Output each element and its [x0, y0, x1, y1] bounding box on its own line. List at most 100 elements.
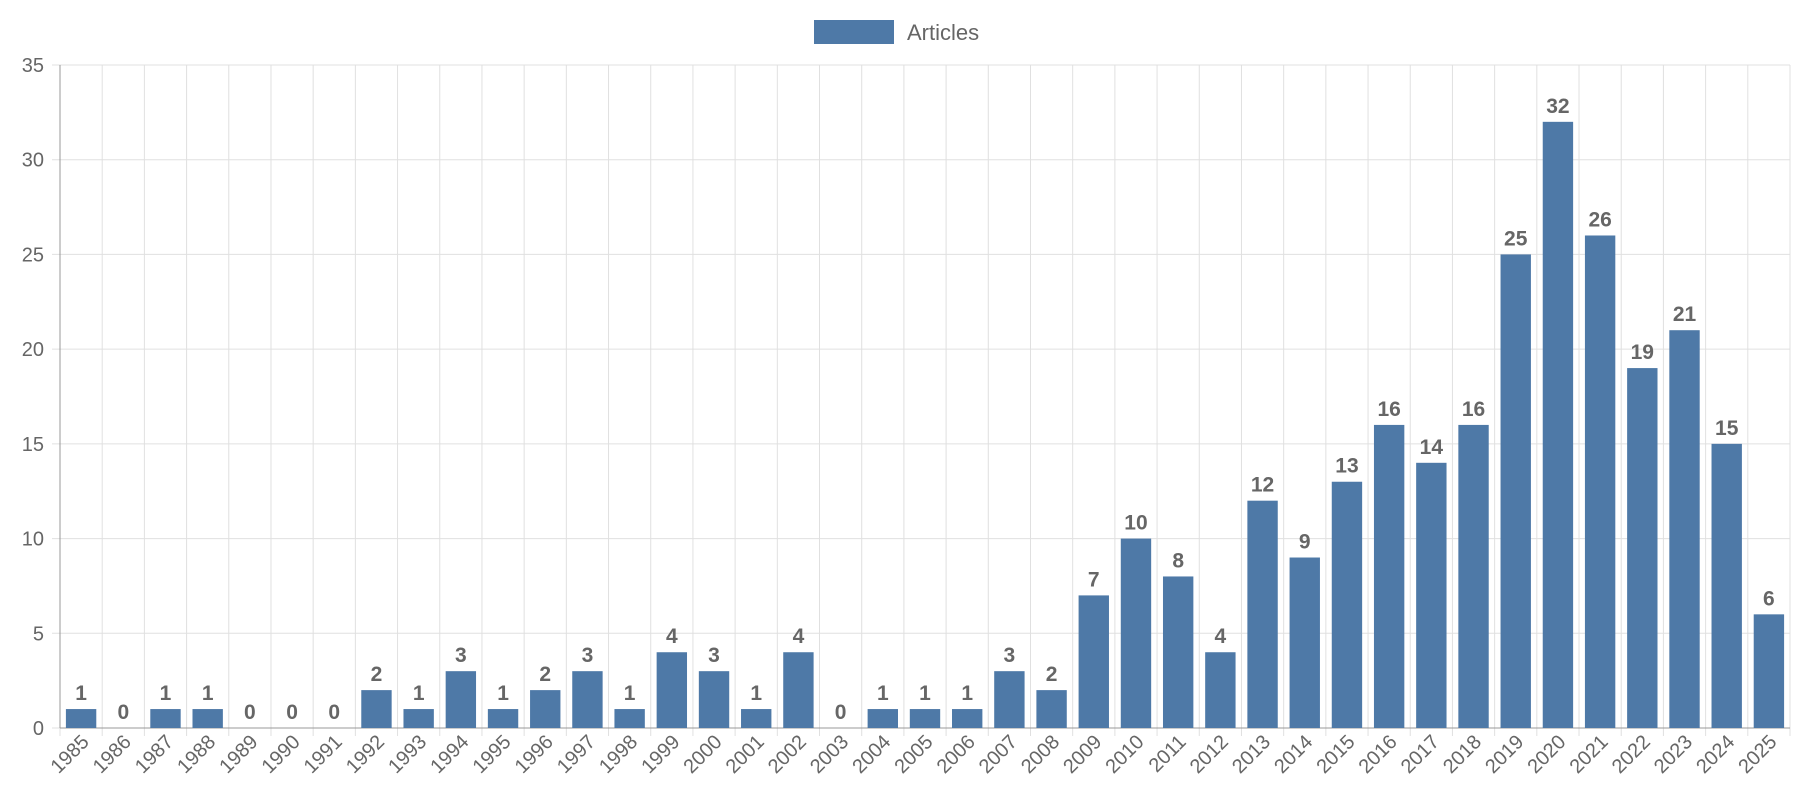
data-label-1997: 3 — [582, 644, 594, 667]
bar-2015[interactable] — [1331, 481, 1363, 728]
x-tick-label-1999: 1999 — [637, 731, 684, 778]
data-label-2007: 3 — [1004, 644, 1016, 667]
bar-1988[interactable] — [192, 709, 223, 728]
data-label-2009: 7 — [1088, 568, 1100, 591]
x-tick-label-2022: 2022 — [1608, 731, 1655, 778]
legend-label-articles: Articles — [907, 20, 979, 45]
bar-2016[interactable] — [1373, 424, 1405, 728]
bar-2004[interactable] — [867, 709, 898, 728]
x-tick-label-2018: 2018 — [1439, 731, 1486, 778]
y-tick-label: 25 — [22, 244, 44, 266]
data-label-2022: 19 — [1631, 341, 1654, 364]
data-label-1986: 0 — [117, 701, 129, 724]
bar-1993[interactable] — [403, 709, 434, 728]
bar-1998[interactable] — [614, 709, 645, 728]
x-tick-label-2001: 2001 — [722, 731, 769, 778]
x-tick-label-2020: 2020 — [1523, 731, 1570, 778]
data-label-2001: 1 — [750, 682, 762, 705]
data-label-2019: 25 — [1504, 227, 1528, 250]
bar-2012[interactable] — [1205, 652, 1236, 728]
bar-1985[interactable] — [65, 709, 97, 728]
bar-2009[interactable] — [1078, 595, 1109, 728]
bar-2023[interactable] — [1669, 330, 1700, 728]
bar-2019[interactable] — [1500, 254, 1531, 728]
bar-2025[interactable] — [1753, 614, 1785, 728]
x-tick-label-2024: 2024 — [1692, 731, 1739, 778]
data-label-2014: 9 — [1299, 531, 1311, 554]
data-label-1991: 0 — [328, 701, 340, 724]
bar-1996[interactable] — [530, 690, 561, 728]
x-tick-label-2019: 2019 — [1481, 731, 1528, 778]
data-label-1988: 1 — [202, 682, 214, 705]
x-tick-label-1996: 1996 — [511, 731, 558, 778]
data-label-2013: 12 — [1251, 474, 1274, 497]
data-label-2021: 26 — [1588, 208, 1611, 231]
bar-2011[interactable] — [1162, 576, 1194, 728]
bar-1995[interactable] — [487, 709, 519, 728]
x-tick-label-2014: 2014 — [1270, 731, 1317, 778]
bar-2001[interactable] — [741, 709, 772, 728]
x-tick-label-2008: 2008 — [1017, 731, 1064, 778]
y-tick-label: 5 — [33, 623, 44, 645]
data-label-1999: 4 — [666, 625, 678, 648]
data-label-1993: 1 — [413, 682, 425, 705]
data-label-2004: 1 — [877, 682, 889, 705]
bar-2005[interactable] — [909, 709, 941, 728]
y-tick-label: 15 — [22, 434, 44, 456]
data-label-2018: 16 — [1462, 398, 1485, 421]
x-tick-label-1993: 1993 — [384, 731, 431, 778]
bar-1999[interactable] — [656, 652, 688, 728]
bar-2020[interactable] — [1542, 121, 1574, 729]
data-label-2025: 6 — [1763, 587, 1775, 610]
x-tick-label-2002: 2002 — [764, 731, 811, 778]
bar-2000[interactable] — [698, 671, 730, 728]
data-label-2012: 4 — [1215, 625, 1227, 648]
data-label-1996: 2 — [539, 663, 551, 686]
bar-2007[interactable] — [994, 671, 1025, 728]
x-tick-label-2003: 2003 — [806, 731, 853, 778]
bar-2017[interactable] — [1416, 462, 1447, 728]
x-tick-label-2007: 2007 — [975, 731, 1022, 778]
data-label-1989: 0 — [244, 701, 256, 724]
x-tick-label-2016: 2016 — [1355, 731, 1402, 778]
data-label-2015: 13 — [1335, 455, 1358, 478]
bar-2010[interactable] — [1120, 538, 1152, 728]
bar-2021[interactable] — [1584, 235, 1616, 728]
x-tick-label-1989: 1989 — [215, 731, 262, 778]
bar-2014[interactable] — [1289, 557, 1320, 728]
x-tick-label-2010: 2010 — [1101, 731, 1148, 778]
bar-2024[interactable] — [1711, 443, 1742, 728]
x-tick-label-2015: 2015 — [1312, 731, 1359, 778]
x-tick-label-2005: 2005 — [891, 731, 938, 778]
x-tick-label-1985: 1985 — [47, 731, 94, 778]
x-tick-label-1988: 1988 — [173, 731, 220, 778]
bar-1987[interactable] — [150, 709, 181, 728]
x-tick-label-2023: 2023 — [1650, 731, 1697, 778]
bar-2013[interactable] — [1247, 500, 1278, 728]
x-tick-label-1987: 1987 — [131, 731, 178, 778]
bar-2002[interactable] — [783, 652, 814, 728]
data-label-2008: 2 — [1046, 663, 1058, 686]
y-tick-label: 20 — [22, 339, 44, 361]
bar-2022[interactable] — [1627, 368, 1658, 728]
y-tick-label: 35 — [22, 55, 44, 77]
data-label-1987: 1 — [160, 682, 172, 705]
data-label-2024: 15 — [1715, 417, 1739, 440]
legend[interactable]: Articles — [814, 20, 979, 45]
bar-1997[interactable] — [572, 671, 603, 728]
data-label-2016: 16 — [1377, 398, 1400, 421]
data-label-2003: 0 — [835, 701, 847, 724]
bar-2008[interactable] — [1036, 690, 1067, 728]
bar-2006[interactable] — [952, 709, 983, 728]
data-label-2000: 3 — [708, 644, 720, 667]
bar-2018[interactable] — [1458, 424, 1489, 728]
bar-1994[interactable] — [445, 671, 477, 728]
bar-1992[interactable] — [361, 690, 392, 728]
x-tick-label-2013: 2013 — [1228, 731, 1275, 778]
x-tick-label-1991: 1991 — [300, 731, 347, 778]
x-tick-label-2006: 2006 — [933, 731, 980, 778]
x-tick-label-1994: 1994 — [426, 731, 473, 778]
x-tick-label-1990: 1990 — [258, 731, 305, 778]
